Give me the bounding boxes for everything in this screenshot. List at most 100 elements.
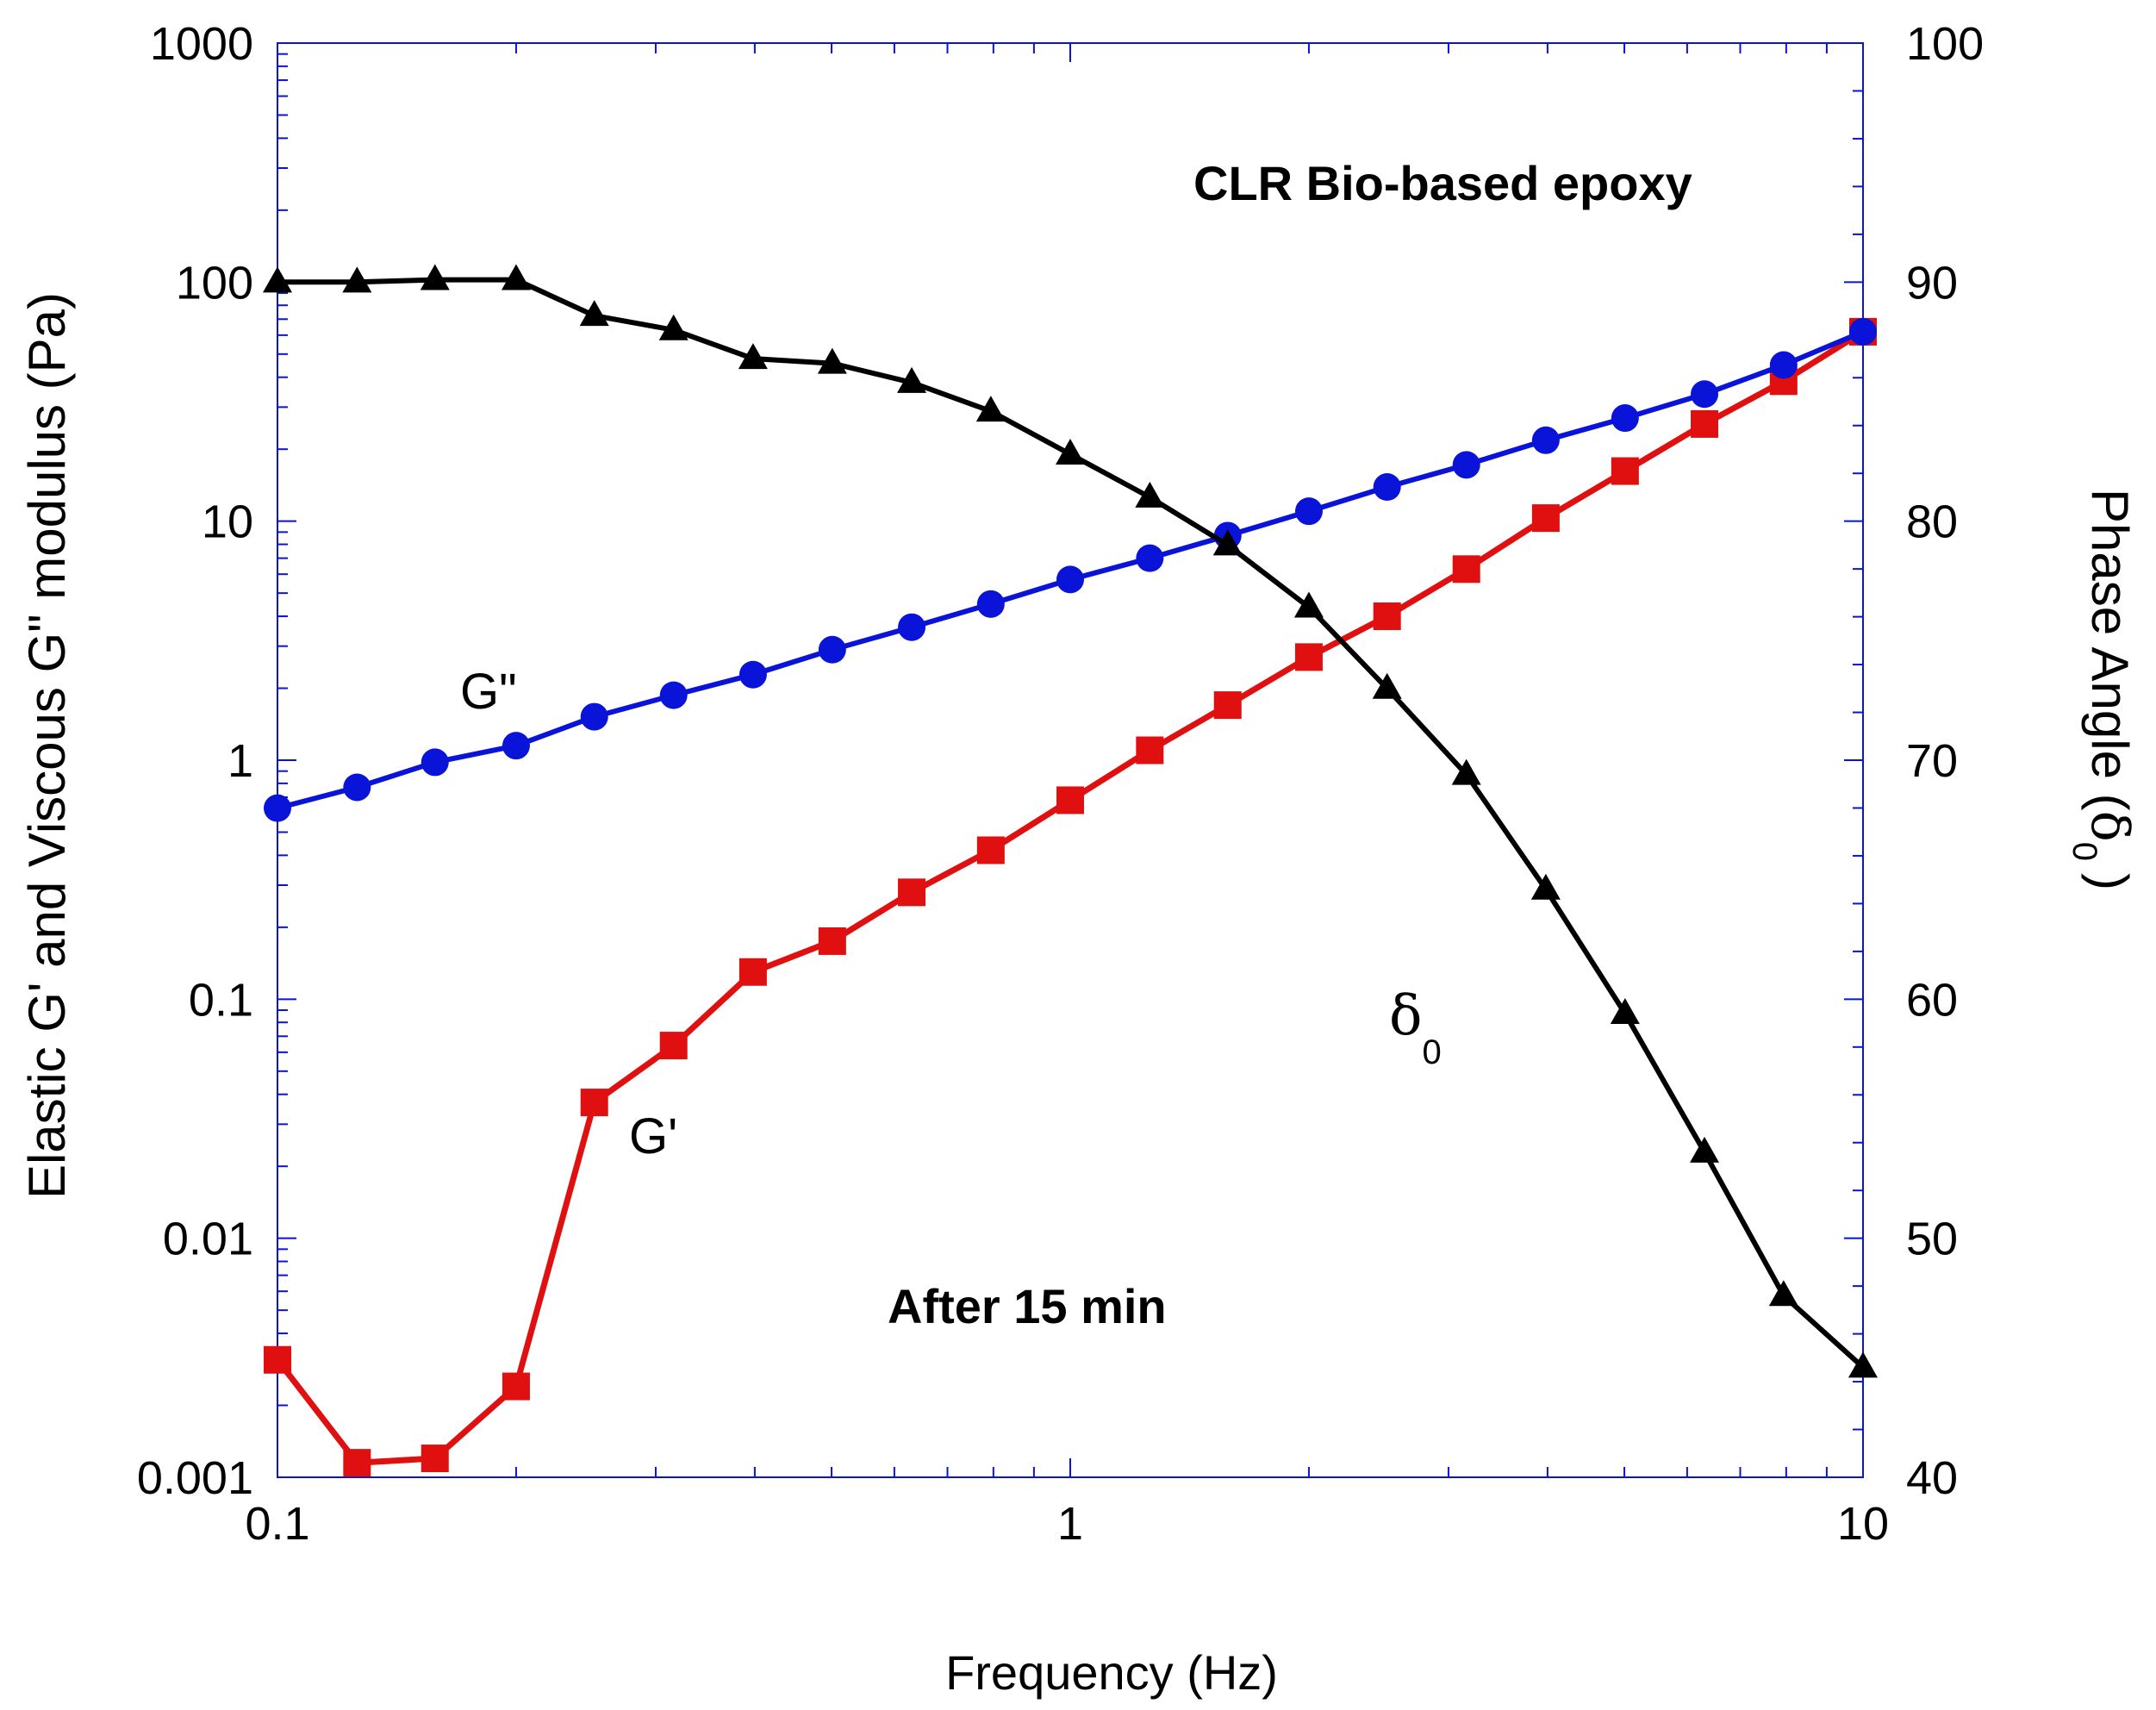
y-tick-label: 1000 xyxy=(150,18,253,70)
y2-tick-label: 90 xyxy=(1906,257,1958,309)
y2-tick-label: 60 xyxy=(1906,974,1958,1026)
data-point-square xyxy=(1611,457,1639,485)
data-point-circle xyxy=(1691,380,1719,409)
y-tick-label: 0.1 xyxy=(189,974,253,1026)
data-point-triangle xyxy=(1610,997,1640,1024)
data-point-square xyxy=(1691,409,1719,438)
series-2 xyxy=(264,317,1877,822)
data-point-circle xyxy=(976,590,1005,618)
label-delta-symbol: δ xyxy=(1389,984,1423,1048)
data-point-triangle xyxy=(1135,481,1165,508)
data-point-circle xyxy=(343,773,371,802)
data-point-triangle xyxy=(1451,758,1481,785)
data-point-square xyxy=(580,1089,608,1117)
data-point-triangle xyxy=(658,314,689,340)
data-point-square xyxy=(1373,602,1401,631)
y-tick-labels: 0.001 0.01 0.1 1 10 100 1000 xyxy=(137,18,253,1504)
series-layer xyxy=(263,264,1878,1477)
data-point-circle xyxy=(898,613,926,641)
data-point-square xyxy=(421,1445,449,1473)
data-point-triangle xyxy=(817,347,847,374)
data-point-circle xyxy=(421,748,449,777)
data-point-triangle xyxy=(1848,1351,1878,1378)
data-point-circle xyxy=(1849,317,1877,346)
y2-tick-labels: 40 50 60 70 80 90 100 xyxy=(1906,18,1984,1504)
y2-title-prefix: Phase Angle ( xyxy=(2081,489,2139,811)
y2-title-sub: 0 xyxy=(2066,842,2103,861)
x-tick-label: 1 xyxy=(1057,1498,1083,1550)
y-tick-label: 1 xyxy=(227,735,253,787)
y2-tick-label: 70 xyxy=(1906,735,1958,787)
data-point-circle xyxy=(1611,404,1639,433)
annotation-time: After 15 min xyxy=(888,1279,1167,1333)
data-point-triangle xyxy=(1690,1136,1720,1163)
data-point-circle xyxy=(1769,351,1798,379)
data-point-circle xyxy=(1056,565,1084,594)
annotation-material: CLR Bio-based epoxy xyxy=(1193,156,1692,210)
data-point-square xyxy=(818,927,846,955)
y2-tick-label: 100 xyxy=(1906,18,1984,70)
y2-title-suffix: ) xyxy=(2081,873,2139,890)
y-axis-title: Elastic G' and Viscous G" modulus (Pa) xyxy=(18,292,76,1199)
data-point-circle xyxy=(580,702,608,731)
data-point-triangle xyxy=(420,264,450,290)
data-point-square xyxy=(1056,786,1084,814)
label-phase-angle: δ0 xyxy=(1389,984,1442,1071)
y-tick-label: 10 xyxy=(202,496,253,548)
data-point-square xyxy=(738,958,767,986)
data-point-triangle xyxy=(501,264,531,290)
data-point-circle xyxy=(264,794,291,822)
data-point-circle xyxy=(502,732,530,760)
data-point-circle xyxy=(659,681,688,709)
data-point-triangle xyxy=(1056,439,1085,465)
data-point-square xyxy=(898,878,926,907)
data-point-triangle xyxy=(897,366,927,393)
data-point-circle xyxy=(738,660,767,689)
x-axis-title: Frequency (Hz) xyxy=(945,1645,1278,1700)
data-point-triangle xyxy=(1372,672,1402,699)
y-tick-label: 0.001 xyxy=(137,1452,253,1504)
y2-tick-label: 80 xyxy=(1906,496,1958,548)
data-point-square xyxy=(976,836,1005,864)
y2-tick-label: 50 xyxy=(1906,1214,1958,1265)
data-point-triangle xyxy=(1768,1280,1798,1307)
label-g-prime: G' xyxy=(629,1108,677,1164)
x-tick-labels: 0.1 1 10 xyxy=(245,1498,1889,1550)
series-1 xyxy=(264,317,1877,1477)
data-point-triangle xyxy=(263,266,292,293)
plot-frame xyxy=(277,42,1864,1478)
data-point-square xyxy=(502,1372,530,1401)
data-point-square xyxy=(1452,555,1480,584)
x-tick-label: 10 xyxy=(1837,1498,1889,1550)
data-point-square xyxy=(1294,643,1323,671)
data-point-circle xyxy=(818,635,846,664)
data-point-triangle xyxy=(1293,591,1324,618)
series-3 xyxy=(263,264,1878,1378)
data-point-circle xyxy=(1531,426,1560,454)
data-point-square xyxy=(1213,691,1242,720)
data-point-triangle xyxy=(738,343,768,370)
label-delta-sub: 0 xyxy=(1423,1033,1442,1071)
x-tick-label: 0.1 xyxy=(245,1498,309,1550)
data-point-triangle xyxy=(342,266,372,293)
data-point-square xyxy=(1136,736,1164,765)
y2-title-delta: δ xyxy=(2079,811,2140,842)
data-point-square xyxy=(264,1345,291,1374)
y2-axis-title: Phase Angle (δ0) xyxy=(2066,489,2140,890)
data-point-square xyxy=(659,1032,688,1060)
data-point-square xyxy=(343,1449,371,1477)
data-point-circle xyxy=(1136,544,1164,572)
data-point-triangle xyxy=(1530,873,1561,900)
data-point-triangle xyxy=(1212,529,1243,556)
y2-tick-label: 40 xyxy=(1906,1452,1958,1504)
data-point-triangle xyxy=(579,300,609,327)
data-point-circle xyxy=(1294,497,1323,526)
y-tick-label: 0.01 xyxy=(163,1214,253,1265)
label-g-double-prime: G" xyxy=(460,664,517,720)
data-point-square xyxy=(1531,504,1560,533)
data-point-circle xyxy=(1373,473,1401,502)
y-tick-label: 100 xyxy=(176,257,253,309)
data-point-circle xyxy=(1452,451,1480,479)
